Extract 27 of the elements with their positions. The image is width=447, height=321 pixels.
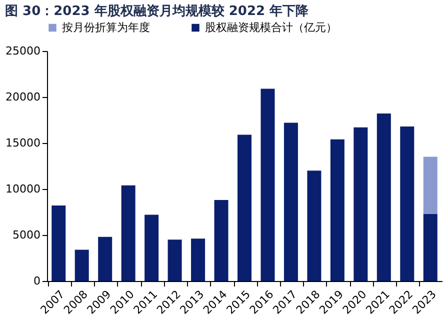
bar: [400, 126, 414, 281]
bar: [376, 114, 391, 281]
y-tick-label: 10000: [6, 182, 40, 196]
bar: [238, 134, 252, 281]
bar: [423, 156, 438, 214]
chart-title: 图 30：2023 年股权融资月均规模较 2022 年下降: [5, 3, 310, 19]
y-tick-label: 5000: [12, 228, 40, 242]
legend-label: 股权融资规模合计（亿元）: [205, 20, 337, 34]
bar: [330, 139, 344, 281]
bar: [260, 88, 275, 281]
bar: [307, 170, 322, 281]
bar: [74, 250, 89, 281]
bar: [284, 122, 298, 281]
y-tick-label: 0: [34, 274, 40, 288]
y-tick-label: 20000: [6, 90, 40, 104]
bar: [121, 185, 136, 281]
y-tick-label: 25000: [6, 44, 40, 58]
bar: [144, 214, 159, 281]
bar: [191, 238, 206, 281]
bar: [98, 236, 112, 281]
bar: [354, 127, 368, 281]
bar: [168, 240, 182, 281]
bar: [214, 200, 228, 281]
y-tick-label: 15000: [6, 136, 40, 150]
bar: [52, 206, 66, 281]
legend-label: 按月份折算为年度: [62, 20, 150, 34]
bar: [423, 214, 438, 281]
